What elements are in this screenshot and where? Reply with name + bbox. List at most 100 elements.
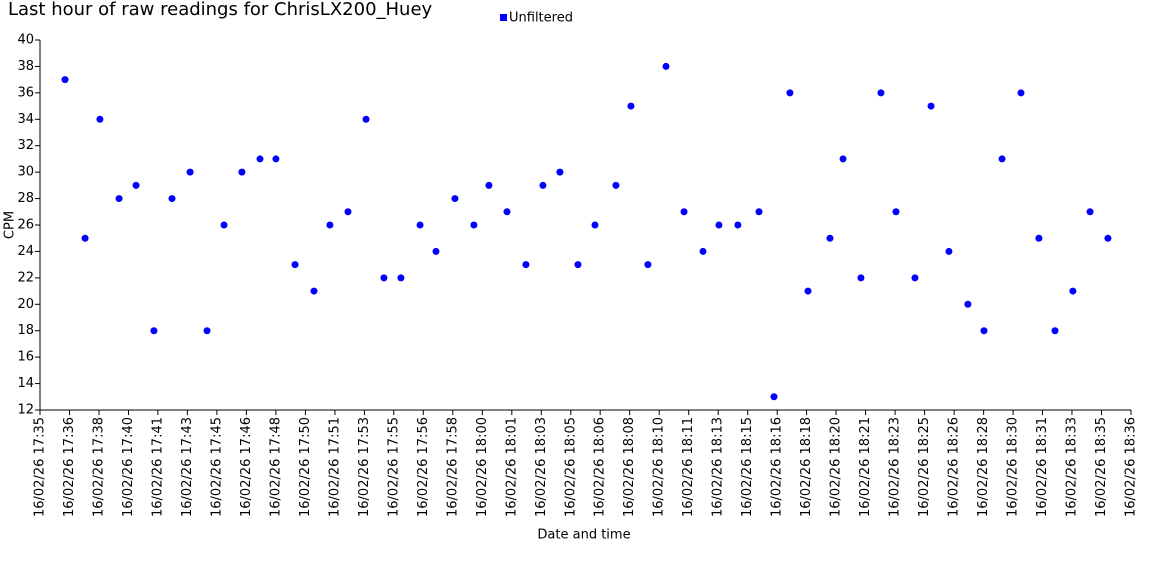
point [964,300,972,308]
point [644,261,652,269]
point [911,274,919,282]
point [380,274,388,282]
point [451,195,459,203]
x-tick-label: 16/02/26 18:33 [1064,417,1079,517]
point [115,195,123,203]
point [96,115,104,123]
y-tick-label: 40 [17,33,34,48]
point [485,181,493,189]
x-tick-label: 16/02/26 18:00 [475,417,490,517]
x-tick-label: 16/02/26 17:48 [268,417,283,517]
point [680,208,688,216]
x-tick-label: 16/02/26 18:11 [681,417,696,517]
x-tick-label: 16/02/26 17:36 [62,417,77,517]
x-tick-label: 16/02/26 18:20 [829,417,844,517]
y-tick-label: 16 [17,350,34,365]
point [927,102,935,110]
x-tick-label: 16/02/26 17:46 [239,417,254,517]
point [1035,234,1043,242]
point [310,287,318,295]
point [81,234,89,242]
point [662,62,670,70]
point [61,76,69,84]
y-tick-label: 26 [17,218,34,233]
y-tick-label: 22 [17,270,34,285]
x-tick-label: 16/02/26 17:56 [416,417,431,517]
point [522,261,530,269]
point [857,274,865,282]
x-tick-label: 16/02/26 18:23 [888,417,903,517]
point [945,247,953,255]
point [256,155,264,163]
y-tick-label: 36 [17,85,34,100]
x-tick-label: 16/02/26 18:15 [740,417,755,517]
x-tick-label: 16/02/26 17:58 [445,417,460,517]
x-axis-label: Date and time [537,528,630,543]
point [503,208,511,216]
x-tick-label: 16/02/26 17:38 [92,417,107,517]
point [1104,234,1112,242]
x-tick-label: 16/02/26 17:40 [121,417,136,517]
x-tick-label: 16/02/26 18:36 [1124,417,1139,517]
x-tick-label: 16/02/26 18:35 [1094,417,1109,517]
point [715,221,723,229]
x-tick-label: 16/02/26 18:21 [858,417,873,517]
point [804,287,812,295]
point [734,221,742,229]
point [326,221,334,229]
y-tick-label: 28 [17,191,34,206]
x-tick-label: 16/02/26 17:53 [357,417,372,517]
point [220,221,228,229]
y-tick-label: 20 [17,297,34,312]
y-tick-label: 12 [17,403,34,418]
x-tick-label: 16/02/26 17:43 [180,417,195,517]
x-tick-label: 16/02/26 18:31 [1035,417,1050,517]
x-tick-label: 16/02/26 17:41 [150,417,165,517]
point [892,208,900,216]
point [203,327,211,335]
legend-swatch [500,14,507,21]
point [556,168,564,176]
y-tick-label: 38 [17,59,34,74]
x-tick-label: 16/02/26 18:28 [976,417,991,517]
point [362,115,370,123]
y-tick-label: 24 [17,244,34,259]
x-tick-label: 16/02/26 17:55 [386,417,401,517]
x-tick-label: 16/02/26 17:51 [327,417,342,517]
x-tick-label: 16/02/26 18:01 [504,417,519,517]
point [627,102,635,110]
x-tick-label: 16/02/26 18:18 [799,417,814,517]
point [168,195,176,203]
point [150,327,158,335]
point [1051,327,1059,335]
point [612,181,620,189]
point [786,89,794,97]
point [839,155,847,163]
point [755,208,763,216]
point [699,247,707,255]
point [416,221,424,229]
chart-title: Last hour of raw readings for ChrisLX200… [8,0,433,20]
x-tick-label: 16/02/26 18:13 [711,417,726,517]
legend-label: Unfiltered [509,11,573,26]
y-tick-label: 14 [17,376,34,391]
x-tick-label: 16/02/26 18:16 [770,417,785,517]
point [186,168,194,176]
point [432,247,440,255]
point [574,261,582,269]
point [980,327,988,335]
point [1086,208,1094,216]
x-tick-label: 16/02/26 17:45 [209,417,224,517]
point [877,89,885,97]
y-tick-label: 34 [17,112,34,127]
point [1069,287,1077,295]
y-tick-label: 30 [17,165,34,180]
point [539,181,547,189]
point [344,208,352,216]
x-tick-label: 16/02/26 18:26 [947,417,962,517]
point [1017,89,1025,97]
point [770,393,778,401]
point [470,221,478,229]
